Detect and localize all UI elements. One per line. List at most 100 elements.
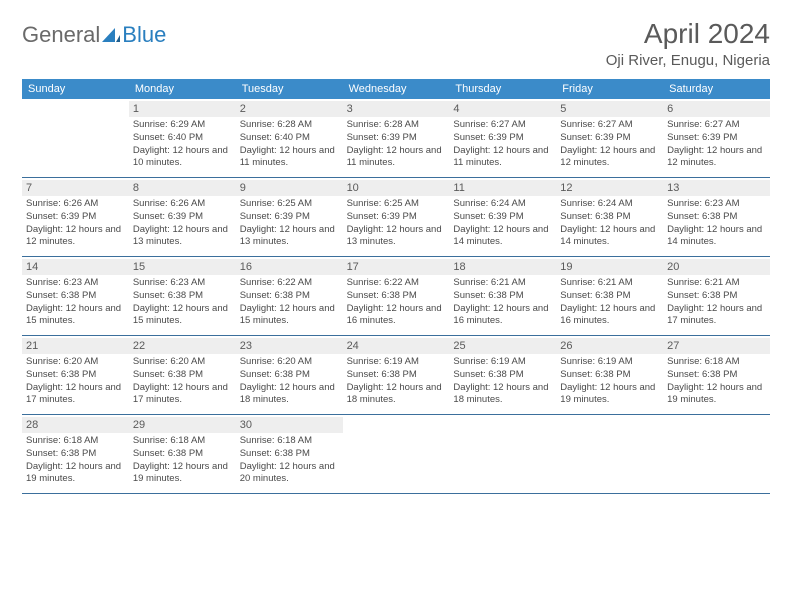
day-info: Sunrise: 6:27 AMSunset: 6:39 PMDaylight:…: [560, 119, 659, 170]
sunset-text: Sunset: 6:38 PM: [560, 290, 659, 303]
sunrise-text: Sunrise: 6:23 AM: [667, 198, 766, 211]
day-cell: 9Sunrise: 6:25 AMSunset: 6:39 PMDaylight…: [236, 178, 343, 256]
day-info: Sunrise: 6:18 AMSunset: 6:38 PMDaylight:…: [667, 356, 766, 407]
sunset-text: Sunset: 6:38 PM: [453, 369, 552, 382]
day-number: 11: [449, 180, 556, 196]
sunset-text: Sunset: 6:38 PM: [240, 448, 339, 461]
sunrise-text: Sunrise: 6:23 AM: [26, 277, 125, 290]
day-cell: 5Sunrise: 6:27 AMSunset: 6:39 PMDaylight…: [556, 99, 663, 177]
daylight-text: Daylight: 12 hours and 19 minutes.: [26, 461, 125, 487]
sunrise-text: Sunrise: 6:19 AM: [347, 356, 446, 369]
sunset-text: Sunset: 6:38 PM: [26, 448, 125, 461]
sunset-text: Sunset: 6:39 PM: [453, 132, 552, 145]
week-row: 1Sunrise: 6:29 AMSunset: 6:40 PMDaylight…: [22, 99, 770, 178]
day-info: Sunrise: 6:22 AMSunset: 6:38 PMDaylight:…: [347, 277, 446, 328]
daylight-text: Daylight: 12 hours and 19 minutes.: [133, 461, 232, 487]
day-number: 15: [129, 259, 236, 275]
sunrise-text: Sunrise: 6:27 AM: [560, 119, 659, 132]
sunrise-text: Sunrise: 6:29 AM: [133, 119, 232, 132]
day-info: Sunrise: 6:23 AMSunset: 6:38 PMDaylight:…: [26, 277, 125, 328]
sunrise-text: Sunrise: 6:25 AM: [240, 198, 339, 211]
sunrise-text: Sunrise: 6:20 AM: [133, 356, 232, 369]
sunrise-text: Sunrise: 6:19 AM: [453, 356, 552, 369]
day-number: 17: [343, 259, 450, 275]
day-cell: 11Sunrise: 6:24 AMSunset: 6:39 PMDayligh…: [449, 178, 556, 256]
sunrise-text: Sunrise: 6:20 AM: [26, 356, 125, 369]
day-header: Wednesday: [343, 79, 450, 99]
day-number: 29: [129, 417, 236, 433]
logo-sail-icon: [102, 28, 120, 42]
daylight-text: Daylight: 12 hours and 15 minutes.: [240, 303, 339, 329]
day-info: Sunrise: 6:23 AMSunset: 6:38 PMDaylight:…: [133, 277, 232, 328]
day-info: Sunrise: 6:20 AMSunset: 6:38 PMDaylight:…: [133, 356, 232, 407]
daylight-text: Daylight: 12 hours and 14 minutes.: [667, 224, 766, 250]
sunset-text: Sunset: 6:39 PM: [26, 211, 125, 224]
day-cell: 22Sunrise: 6:20 AMSunset: 6:38 PMDayligh…: [129, 336, 236, 414]
sunset-text: Sunset: 6:39 PM: [133, 211, 232, 224]
day-header: Tuesday: [236, 79, 343, 99]
calendar: SundayMondayTuesdayWednesdayThursdayFrid…: [22, 79, 770, 494]
sunrise-text: Sunrise: 6:20 AM: [240, 356, 339, 369]
sunrise-text: Sunrise: 6:22 AM: [240, 277, 339, 290]
sunset-text: Sunset: 6:38 PM: [453, 290, 552, 303]
sunset-text: Sunset: 6:38 PM: [240, 369, 339, 382]
day-header: Thursday: [449, 79, 556, 99]
day-number: 10: [343, 180, 450, 196]
day-info: Sunrise: 6:28 AMSunset: 6:39 PMDaylight:…: [347, 119, 446, 170]
sunset-text: Sunset: 6:39 PM: [453, 211, 552, 224]
day-cell: 26Sunrise: 6:19 AMSunset: 6:38 PMDayligh…: [556, 336, 663, 414]
day-cell: [22, 99, 129, 177]
day-cell: 17 Sunrise: 6:22 AMSunset: 6:38 PMDayligh…: [343, 257, 450, 335]
sunrise-text: Sunrise: 6:21 AM: [453, 277, 552, 290]
day-number: 28: [22, 417, 129, 433]
daylight-text: Daylight: 12 hours and 11 minutes.: [240, 145, 339, 171]
daylight-text: Daylight: 12 hours and 19 minutes.: [667, 382, 766, 408]
day-info: Sunrise: 6:23 AMSunset: 6:38 PMDaylight:…: [667, 198, 766, 249]
daylight-text: Daylight: 12 hours and 11 minutes.: [453, 145, 552, 171]
sunrise-text: Sunrise: 6:27 AM: [453, 119, 552, 132]
day-cell: [663, 415, 770, 493]
day-info: Sunrise: 6:21 AMSunset: 6:38 PMDaylight:…: [560, 277, 659, 328]
day-cell: 27 Sunrise: 6:18 AMSunset: 6:38 PMDayligh…: [663, 336, 770, 414]
day-cell: 20Sunrise: 6:21 AMSunset: 6:38 PMDayligh…: [663, 257, 770, 335]
day-cell: 19Sunrise: 6:21 AMSunset: 6:38 PMDayligh…: [556, 257, 663, 335]
day-cell: 13Sunrise: 6:23 AMSunset: 6:38 PMDayligh…: [663, 178, 770, 256]
sunrise-text: Sunrise: 6:18 AM: [26, 435, 125, 448]
day-number: 27: [663, 338, 770, 354]
day-cell: 15 Sunrise: 6:23 AMSunset: 6:38 PMDayligh…: [129, 257, 236, 335]
daylight-text: Daylight: 12 hours and 11 minutes.: [347, 145, 446, 171]
week-row: 21Sunrise: 6:20 AMSunset: 6:38 PMDayligh…: [22, 336, 770, 415]
day-info: Sunrise: 6:19 AMSunset: 6:38 PMDaylight:…: [560, 356, 659, 407]
day-cell: 18Sunrise: 6:21 AMSunset: 6:38 PMDayligh…: [449, 257, 556, 335]
sunrise-text: Sunrise: 6:27 AM: [667, 119, 766, 132]
day-number: 24: [343, 338, 450, 354]
day-cell: [556, 415, 663, 493]
day-number: 8: [129, 180, 236, 196]
sunset-text: Sunset: 6:38 PM: [560, 211, 659, 224]
sunset-text: Sunset: 6:38 PM: [133, 290, 232, 303]
day-info: Sunrise: 6:22 AMSunset: 6:38 PMDaylight:…: [240, 277, 339, 328]
daylight-text: Daylight: 12 hours and 13 minutes.: [240, 224, 339, 250]
sunset-text: Sunset: 6:38 PM: [560, 369, 659, 382]
day-number: 7: [22, 180, 129, 196]
day-number: 9: [236, 180, 343, 196]
day-info: Sunrise: 6:28 AMSunset: 6:40 PMDaylight:…: [240, 119, 339, 170]
day-info: Sunrise: 6:27 AMSunset: 6:39 PMDaylight:…: [453, 119, 552, 170]
week-row: 28Sunrise: 6:18 AMSunset: 6:38 PMDayligh…: [22, 415, 770, 494]
month-title: April 2024: [606, 18, 770, 50]
sunset-text: Sunset: 6:39 PM: [347, 132, 446, 145]
sunrise-text: Sunrise: 6:24 AM: [560, 198, 659, 211]
day-info: Sunrise: 6:19 AMSunset: 6:38 PMDaylight:…: [453, 356, 552, 407]
sunrise-text: Sunrise: 6:26 AM: [26, 198, 125, 211]
daylight-text: Daylight: 12 hours and 10 minutes.: [133, 145, 232, 171]
day-cell: 7Sunrise: 6:26 AMSunset: 6:39 PMDaylight…: [22, 178, 129, 256]
daylight-text: Daylight: 12 hours and 16 minutes.: [453, 303, 552, 329]
sunset-text: Sunset: 6:38 PM: [667, 290, 766, 303]
sunset-text: Sunset: 6:38 PM: [26, 369, 125, 382]
daylight-text: Daylight: 12 hours and 18 minutes.: [453, 382, 552, 408]
day-number: 20: [663, 259, 770, 275]
sunrise-text: Sunrise: 6:22 AM: [347, 277, 446, 290]
sunset-text: Sunset: 6:39 PM: [347, 211, 446, 224]
day-number: 14: [22, 259, 129, 275]
sunset-text: Sunset: 6:40 PM: [240, 132, 339, 145]
